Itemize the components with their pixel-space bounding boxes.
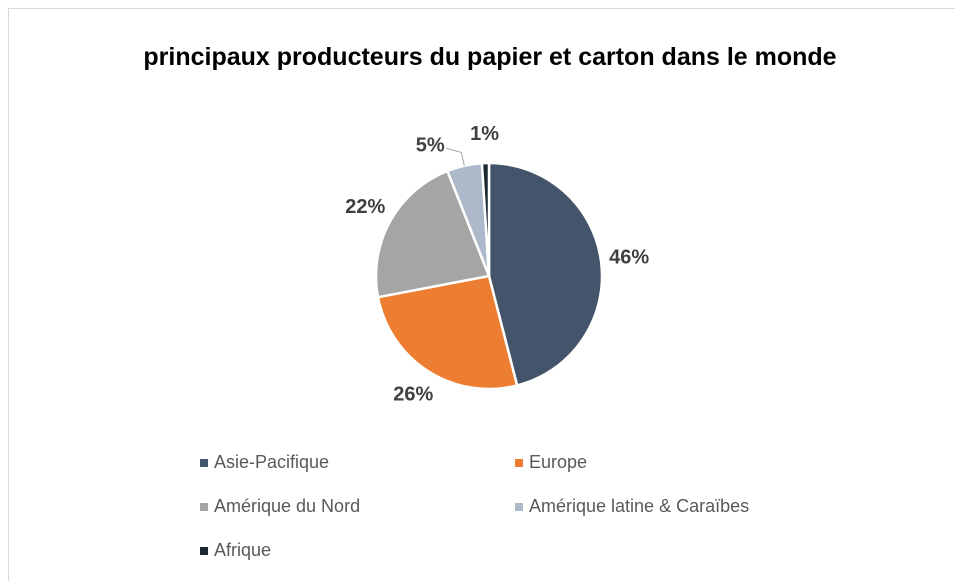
data-label: 46% [609, 247, 649, 269]
legend-swatch [515, 459, 523, 467]
data-label: 26% [393, 384, 433, 406]
legend-swatch [200, 547, 208, 555]
chart-border [8, 8, 955, 581]
legend-swatch [515, 503, 523, 511]
pie-slice [487, 161, 604, 387]
legend-label: Europe [529, 452, 587, 472]
pie-slice [480, 161, 491, 277]
chart-title: principaux producteurs du papier et cart… [143, 43, 837, 71]
data-label: 1% [470, 123, 499, 145]
legend-label: Asie-Pacifique [214, 452, 329, 472]
pie-slice [376, 274, 519, 391]
legend-label: Amérique latine & Caraïbes [529, 496, 749, 516]
legend-swatch [200, 503, 208, 511]
pie-slice [374, 169, 491, 299]
data-label: 5% [416, 134, 445, 156]
legend-swatch [200, 459, 208, 467]
data-label: 22% [345, 196, 385, 218]
legend-label: Amérique du Nord [214, 496, 360, 516]
leader-line [446, 147, 465, 166]
legend-label: Afrique [214, 540, 271, 560]
